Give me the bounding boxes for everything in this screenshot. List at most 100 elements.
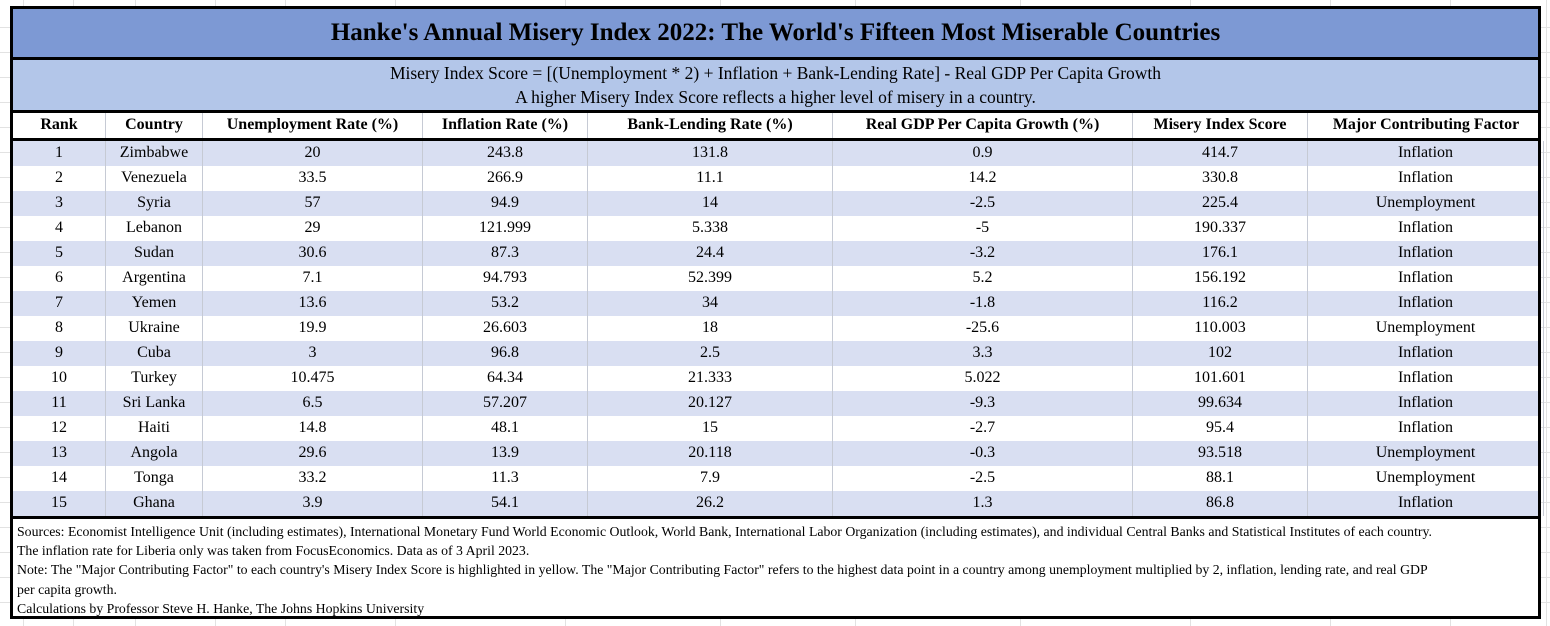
- table-cell[interactable]: Syria: [106, 191, 203, 216]
- header-cell[interactable]: Major Contributing Factor: [1332, 116, 1520, 133]
- table-cell[interactable]: 13.6: [203, 291, 423, 316]
- table-cell[interactable]: 20.127: [588, 391, 833, 416]
- table-cell[interactable]: 57: [203, 191, 423, 216]
- table-cell[interactable]: -2.5: [833, 466, 1133, 491]
- table-cell[interactable]: 3.3: [833, 341, 1133, 366]
- table-cell[interactable]: Inflation: [1308, 416, 1544, 441]
- table-cell[interactable]: -3.2: [833, 241, 1133, 266]
- table-cell[interactable]: 99.634: [1133, 391, 1308, 416]
- table-cell[interactable]: Inflation: [1308, 491, 1544, 516]
- table-cell[interactable]: 88.1: [1133, 466, 1308, 491]
- table-cell[interactable]: -1.8: [833, 291, 1133, 316]
- table-cell[interactable]: 13: [13, 441, 106, 466]
- table-cell[interactable]: 24.4: [588, 241, 833, 266]
- table-cell[interactable]: 54.1: [423, 491, 588, 516]
- table-cell[interactable]: 29: [203, 216, 423, 241]
- table-cell[interactable]: 13.9: [423, 441, 588, 466]
- table-cell[interactable]: 6.5: [203, 391, 423, 416]
- table-cell[interactable]: 11: [13, 391, 106, 416]
- table-cell[interactable]: 131.8: [588, 141, 833, 166]
- table-cell[interactable]: 3: [13, 191, 106, 216]
- header-cell[interactable]: Unemployment Rate (%): [203, 113, 423, 138]
- table-cell[interactable]: -2.5: [833, 191, 1133, 216]
- table-cell[interactable]: -9.3: [833, 391, 1133, 416]
- table-cell[interactable]: 86.8: [1133, 491, 1308, 516]
- table-cell[interactable]: Haiti: [106, 416, 203, 441]
- table-cell[interactable]: 14.8: [203, 416, 423, 441]
- table-cell[interactable]: 0.9: [833, 141, 1133, 166]
- table-cell[interactable]: 19.9: [203, 316, 423, 341]
- table-cell[interactable]: -2.7: [833, 416, 1133, 441]
- table-cell[interactable]: -25.6: [833, 316, 1133, 341]
- table-cell[interactable]: 95.4: [1133, 416, 1308, 441]
- table-cell[interactable]: Inflation: [1308, 391, 1544, 416]
- table-cell[interactable]: 93.518: [1133, 441, 1308, 466]
- table-cell[interactable]: 14.2: [833, 166, 1133, 191]
- table-cell[interactable]: Tonga: [106, 466, 203, 491]
- table-cell[interactable]: 52.399: [588, 266, 833, 291]
- table-cell[interactable]: 18: [588, 316, 833, 341]
- table-cell[interactable]: 3.9: [203, 491, 423, 516]
- table-cell[interactable]: 6: [13, 266, 106, 291]
- table-cell[interactable]: 87.3: [423, 241, 588, 266]
- table-cell[interactable]: Turkey: [106, 366, 203, 391]
- table-cell[interactable]: Argentina: [106, 266, 203, 291]
- table-cell[interactable]: 21.333: [588, 366, 833, 391]
- table-cell[interactable]: 7: [13, 291, 106, 316]
- table-cell[interactable]: Venezuela: [106, 166, 203, 191]
- table-cell[interactable]: 414.7: [1133, 141, 1308, 166]
- table-cell[interactable]: 5.338: [588, 216, 833, 241]
- header-cell[interactable]: Country: [106, 113, 203, 138]
- table-cell[interactable]: 3: [203, 341, 423, 366]
- table-cell[interactable]: 176.1: [1133, 241, 1308, 266]
- table-cell[interactable]: 53.2: [423, 291, 588, 316]
- table-cell[interactable]: 29.6: [203, 441, 423, 466]
- header-cell[interactable]: Real GDP Per Capita Growth (%): [833, 113, 1133, 138]
- table-cell[interactable]: 11.3: [423, 466, 588, 491]
- table-cell[interactable]: Unemployment: [1308, 466, 1544, 491]
- table-cell[interactable]: 243.8: [423, 141, 588, 166]
- table-cell[interactable]: 12: [13, 416, 106, 441]
- table-cell[interactable]: 102: [1133, 341, 1308, 366]
- table-cell[interactable]: 34: [588, 291, 833, 316]
- table-cell[interactable]: 110.003: [1133, 316, 1308, 341]
- table-cell[interactable]: 7.9: [588, 466, 833, 491]
- table-cell[interactable]: 20.118: [588, 441, 833, 466]
- table-cell[interactable]: 94.9: [423, 191, 588, 216]
- table-cell[interactable]: 33.5: [203, 166, 423, 191]
- table-cell[interactable]: 33.2: [203, 466, 423, 491]
- header-cell[interactable]: Bank-Lending Rate (%): [588, 113, 833, 138]
- table-cell[interactable]: 57.207: [423, 391, 588, 416]
- table-cell[interactable]: 10.475: [203, 366, 423, 391]
- table-cell[interactable]: 101.601: [1133, 366, 1308, 391]
- table-cell[interactable]: 15: [13, 491, 106, 516]
- table-cell[interactable]: 64.34: [423, 366, 588, 391]
- table-cell[interactable]: 7.1: [203, 266, 423, 291]
- header-cell[interactable]: Misery Index Score: [1133, 113, 1308, 138]
- table-cell[interactable]: -0.3: [833, 441, 1133, 466]
- table-cell[interactable]: 330.8: [1133, 166, 1308, 191]
- table-cell[interactable]: 10: [13, 366, 106, 391]
- table-cell[interactable]: 1.3: [833, 491, 1133, 516]
- table-cell[interactable]: 121.999: [423, 216, 588, 241]
- table-cell[interactable]: 96.8: [423, 341, 588, 366]
- table-cell[interactable]: 4: [13, 216, 106, 241]
- table-cell[interactable]: 2: [13, 166, 106, 191]
- table-cell[interactable]: Inflation: [1308, 141, 1544, 166]
- table-cell[interactable]: 26.603: [423, 316, 588, 341]
- table-cell[interactable]: Ukraine: [106, 316, 203, 341]
- table-cell[interactable]: Cuba: [106, 341, 203, 366]
- header-cell[interactable]: Inflation Rate (%): [423, 113, 588, 138]
- table-cell[interactable]: Sudan: [106, 241, 203, 266]
- table-cell[interactable]: 14: [588, 191, 833, 216]
- table-cell[interactable]: Sri Lanka: [106, 391, 203, 416]
- table-cell[interactable]: 15: [588, 416, 833, 441]
- table-cell[interactable]: 94.793: [423, 266, 588, 291]
- table-cell[interactable]: Unemployment: [1308, 316, 1544, 341]
- table-cell[interactable]: 9: [13, 341, 106, 366]
- table-cell[interactable]: Unemployment: [1308, 191, 1544, 216]
- table-cell[interactable]: Angola: [106, 441, 203, 466]
- table-cell[interactable]: 266.9: [423, 166, 588, 191]
- table-cell[interactable]: 8: [13, 316, 106, 341]
- table-cell[interactable]: 14: [13, 466, 106, 491]
